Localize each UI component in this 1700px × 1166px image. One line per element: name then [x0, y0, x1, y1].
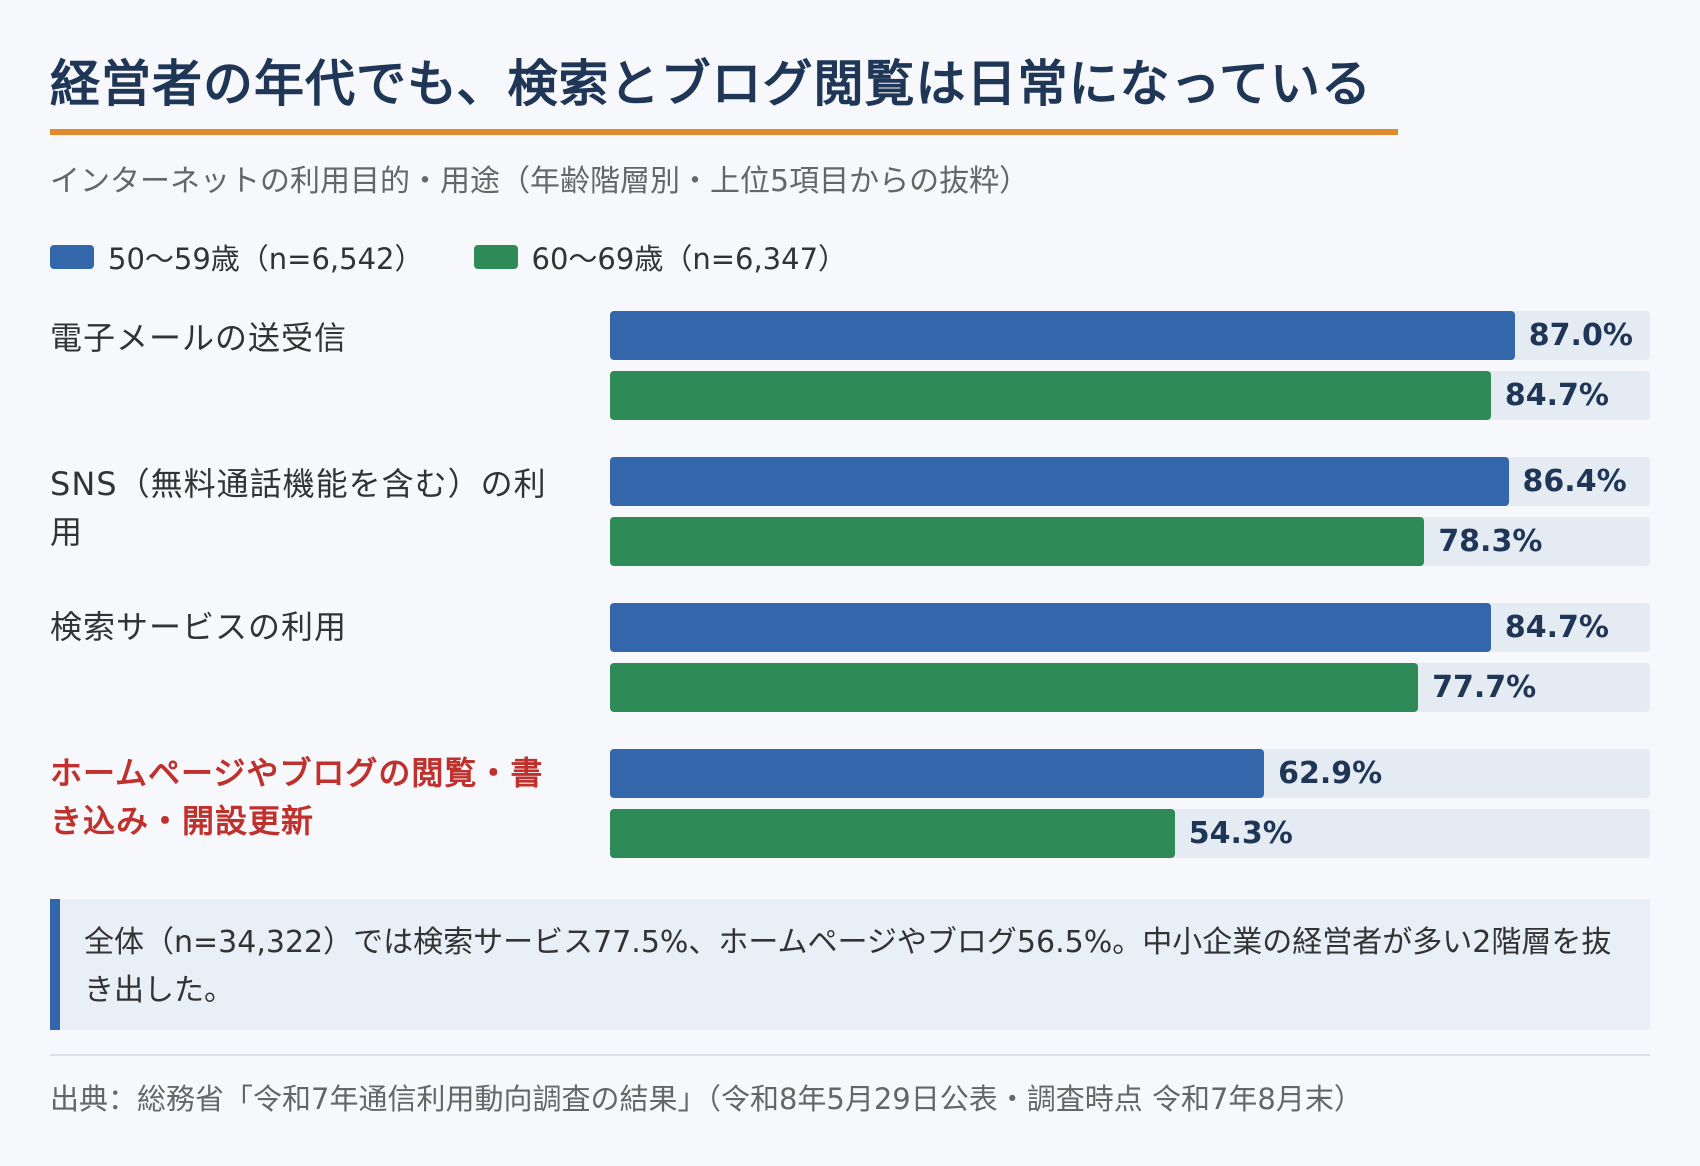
- value-label: 86.4%: [1522, 464, 1627, 499]
- bar-track: 77.7%: [610, 663, 1650, 712]
- value-label: 78.3%: [1438, 524, 1543, 559]
- legend-item-60s: 60〜69歳（n=6,347）: [473, 236, 848, 278]
- bar: [610, 663, 1419, 712]
- chart-subtitle: インターネットの利用目的・用途（年齢階層別・上位5項目からの抜粋）: [50, 164, 1030, 199]
- value-label: 62.9%: [1278, 756, 1383, 791]
- chart-title: 経営者の年代でも、検索とブログ閲覧は日常になっている: [50, 55, 1372, 113]
- bar: [610, 457, 1509, 506]
- bar: [610, 749, 1265, 798]
- category-label: SNS（無料通話機能を含む）の利用: [50, 465, 547, 551]
- bar: [610, 371, 1491, 420]
- value-label: 77.7%: [1432, 670, 1537, 705]
- bar: [610, 809, 1175, 858]
- legend-label-60s: 60〜69歳（n=6,347）: [531, 242, 848, 276]
- bar-track: 84.7%: [610, 371, 1650, 420]
- bar-track: 87.0%: [610, 311, 1650, 360]
- bar: [610, 311, 1515, 360]
- category-label: ホームページやブログの閲覧・書き込み・開設更新: [50, 754, 544, 840]
- summary-note: 全体（n=34,322）では検索サービス77.5%、ホームページやブログ56.5…: [50, 899, 1650, 1030]
- bar-track: 62.9%: [610, 749, 1650, 798]
- value-label: 54.3%: [1188, 816, 1293, 851]
- bar-track: 78.3%: [610, 517, 1650, 566]
- bar-track: 54.3%: [610, 809, 1650, 858]
- legend-swatch-60s: [473, 245, 518, 269]
- bar: [610, 517, 1425, 566]
- category-label: 電子メールの送受信: [50, 319, 348, 357]
- footer-divider: [50, 1054, 1650, 1056]
- bar-track: 84.7%: [610, 603, 1650, 652]
- source-citation: 出典：総務省「令和7年通信利用動向調査の結果」（令和8年5月29日公表・調査時点…: [50, 1082, 1363, 1116]
- value-label: 84.7%: [1504, 378, 1609, 413]
- value-label: 87.0%: [1528, 318, 1633, 353]
- legend-swatch-50s: [50, 245, 94, 269]
- legend: 50〜59歳（n=6,542） 60〜69歳（n=6,347）: [50, 236, 847, 278]
- legend-label-50s: 50〜59歳（n=6,542）: [108, 242, 424, 276]
- bar-track: 86.4%: [610, 457, 1650, 506]
- bar: [610, 603, 1491, 652]
- title-underline: [50, 129, 1398, 135]
- legend-item-50s: 50〜59歳（n=6,542）: [50, 236, 424, 278]
- category-label: 検索サービスの利用: [50, 608, 348, 646]
- value-label: 84.7%: [1504, 610, 1609, 645]
